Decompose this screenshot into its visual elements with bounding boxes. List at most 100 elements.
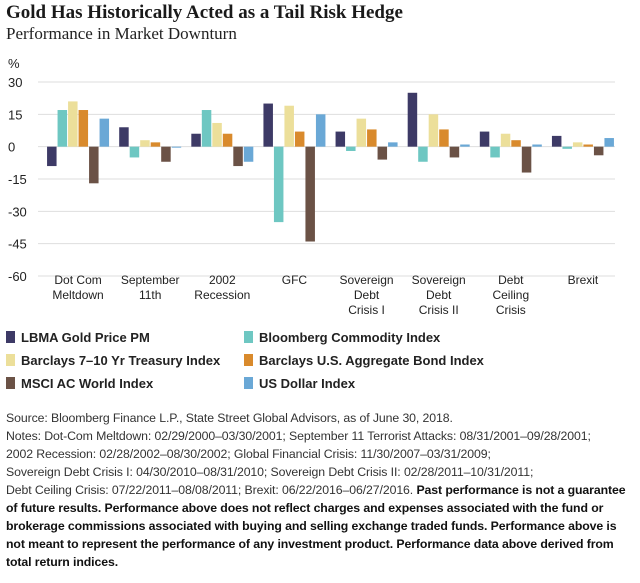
legend-item-commodity: Bloomberg Commodity Index — [244, 330, 440, 345]
bar — [572, 142, 583, 147]
bar — [212, 122, 222, 147]
bar — [418, 146, 428, 162]
chart-subtitle: Performance in Market Downturn — [6, 24, 237, 43]
footnotes: Source: Bloomberg Finance L.P., State St… — [6, 409, 632, 571]
bar — [222, 133, 233, 147]
bar — [233, 146, 243, 167]
bar — [490, 146, 500, 158]
y-tick-label: -45 — [8, 237, 27, 252]
bar — [284, 105, 294, 147]
x-tick-label: Meltdown — [52, 288, 103, 302]
bar — [119, 127, 129, 147]
bar — [479, 131, 490, 147]
bar — [89, 146, 99, 184]
legend-item-msci: MSCI AC World Index — [6, 376, 153, 391]
legend-swatch — [6, 377, 15, 389]
y-tick-label: -15 — [8, 172, 27, 187]
bar — [593, 146, 604, 156]
bar — [367, 129, 377, 147]
legend-label: Barclays 7–10 Yr Treasury Index — [21, 353, 221, 368]
source-note: Source: Bloomberg Finance L.P., State St… — [6, 411, 453, 425]
bar — [356, 118, 367, 147]
y-tick-label: 30 — [8, 75, 22, 90]
bar — [129, 146, 140, 158]
x-tick-label: Debt — [354, 288, 380, 302]
notes-line: Notes: Dot-Com Meltdown: 02/29/2000–03/3… — [6, 429, 591, 443]
y-tick-label: -30 — [8, 204, 27, 219]
bar — [604, 138, 614, 147]
x-tick-label: Crisis II — [419, 303, 459, 317]
notes-line: 2002 Recession: 02/28/2002–08/30/2002; G… — [6, 447, 491, 461]
bar — [201, 110, 212, 147]
x-tick-label: Ceiling — [492, 288, 529, 302]
bar — [532, 144, 542, 147]
bar — [57, 110, 68, 147]
bar — [273, 146, 284, 223]
bar — [161, 146, 171, 162]
x-tick-label: Sovereign — [340, 273, 394, 287]
legend-swatch — [6, 354, 15, 366]
legend-label: Barclays U.S. Aggregate Bond Index — [259, 353, 484, 368]
bar — [191, 133, 201, 147]
y-tick-label: -60 — [8, 269, 27, 284]
disclaimer: Past performance is not a guarantee of f… — [6, 483, 626, 569]
legend-swatch — [244, 331, 253, 343]
y-tick-label: 15 — [8, 107, 22, 122]
bar — [439, 129, 449, 147]
bar — [460, 144, 470, 147]
bar — [47, 146, 57, 167]
x-tick-label: 2002 — [209, 273, 236, 287]
legend-swatch — [244, 377, 253, 389]
notes-line: Debt Ceiling Crisis: 07/22/2011–08/08/20… — [6, 483, 414, 497]
x-tick-label: Debt — [498, 273, 524, 287]
bar — [78, 110, 89, 147]
x-tick-label: Crisis I — [348, 303, 385, 317]
chart-title: Gold Has Historically Acted as a Tail Ri… — [6, 2, 403, 23]
x-tick-label: Dot Com — [54, 273, 101, 287]
bar — [377, 146, 388, 160]
bar — [388, 142, 398, 147]
legend-swatch — [244, 354, 253, 366]
legend-item-aggregate: Barclays U.S. Aggregate Bond Index — [244, 353, 484, 368]
bar — [562, 146, 572, 149]
notes-line: Sovereign Debt Crisis I: 04/30/2010–08/3… — [6, 465, 534, 479]
bar — [294, 131, 305, 147]
bar — [315, 114, 326, 147]
y-axis-label: % — [8, 56, 20, 71]
x-tick-label: Recession — [194, 288, 250, 302]
bar — [407, 92, 418, 147]
x-tick-label: Crisis — [496, 303, 526, 317]
x-tick-label: September — [121, 273, 180, 287]
bar — [99, 118, 110, 147]
bar — [428, 114, 439, 147]
bar — [346, 146, 356, 151]
bar — [551, 135, 562, 147]
x-tick-label: GFC — [282, 273, 308, 287]
legend-swatch — [6, 331, 15, 343]
bar — [500, 133, 511, 147]
legend-item-gold: LBMA Gold Price PM — [6, 330, 150, 345]
legend-label: MSCI AC World Index — [21, 376, 154, 391]
legend-label: Bloomberg Commodity Index — [259, 330, 441, 345]
legend-label: US Dollar Index — [259, 376, 356, 391]
bar — [68, 101, 78, 147]
bar — [521, 146, 532, 173]
bar — [171, 146, 182, 148]
legend-item-usd: US Dollar Index — [244, 376, 355, 391]
bar — [511, 140, 521, 147]
bar — [243, 146, 254, 162]
legend-item-treasury: Barclays 7–10 Yr Treasury Index — [6, 353, 220, 368]
y-tick-label: 0 — [8, 140, 15, 155]
x-tick-label: Debt — [426, 288, 452, 302]
bar — [583, 144, 593, 147]
bar — [263, 103, 273, 147]
x-tick-label: Sovereign — [412, 273, 466, 287]
bar — [140, 140, 150, 147]
bar — [150, 142, 161, 147]
x-tick-label: 11th — [139, 288, 161, 302]
x-tick-label: Brexit — [568, 273, 599, 287]
bar — [305, 146, 315, 242]
bar — [449, 146, 460, 158]
bar — [335, 131, 346, 147]
